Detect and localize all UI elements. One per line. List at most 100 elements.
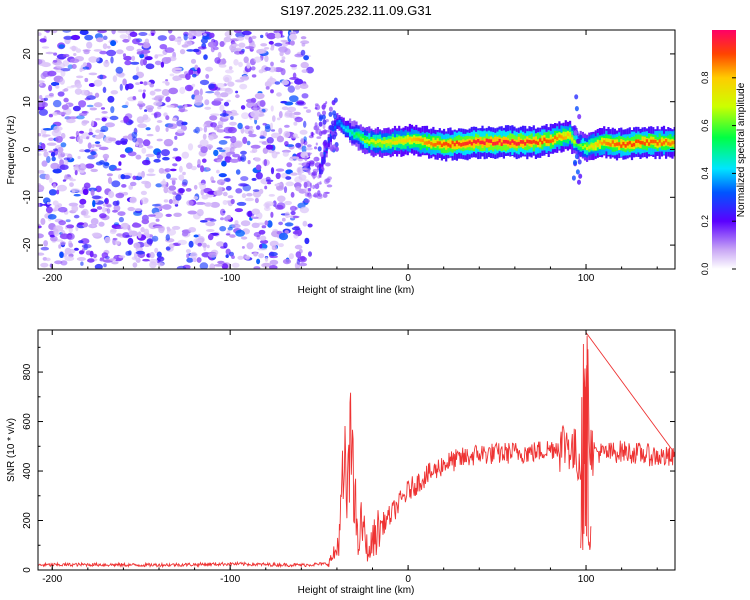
spectrogram-speckle bbox=[48, 189, 57, 196]
spectrogram-speckle bbox=[103, 263, 107, 268]
spectrogram-speckle bbox=[168, 34, 176, 42]
spectrogram-speckle bbox=[322, 191, 328, 198]
spectrogram-ridge-cell bbox=[333, 97, 338, 103]
spectrogram-ridge-cell bbox=[645, 139, 648, 143]
spectrogram-speckle bbox=[168, 185, 177, 191]
spectrogram-speckle bbox=[259, 235, 267, 241]
spectrogram-ridge-cell bbox=[479, 140, 482, 145]
spectrogram-speckle bbox=[132, 175, 137, 180]
spectrogram-speckle bbox=[206, 229, 215, 232]
spectrogram-ridge-cell bbox=[432, 137, 435, 146]
spectrogram-ridge-cell bbox=[566, 132, 569, 137]
spectrogram-speckle bbox=[306, 144, 312, 148]
spectrogram-speckle bbox=[208, 83, 215, 89]
snr-y-label: SNR (10 * v/v) bbox=[6, 418, 17, 482]
snr-panel: -200 -100 0 100 0 200 400 600 800 Height of str… bbox=[6, 329, 676, 596]
spectrogram-speckle bbox=[278, 232, 289, 241]
spectrogram-speckle bbox=[250, 110, 260, 118]
spectrogram-ridge-cell bbox=[573, 130, 578, 136]
spectrogram-speckle bbox=[277, 195, 286, 203]
spectrogram-speckle bbox=[234, 208, 243, 213]
spectrogram-speckle bbox=[125, 250, 131, 256]
spectrogram-speckle bbox=[73, 193, 81, 197]
spectrogram-speckle bbox=[168, 199, 173, 204]
spectrogram-speckle bbox=[75, 130, 80, 137]
spectrogram-speckle bbox=[284, 48, 291, 55]
spectrogram-speckle bbox=[200, 146, 208, 154]
spectrogram-speckle bbox=[222, 191, 228, 197]
spectrogram-speckle bbox=[156, 151, 161, 159]
spectrogram-ridge-cell bbox=[357, 133, 360, 137]
spectrogram-speckle bbox=[117, 30, 128, 34]
spectrogram-speckle bbox=[42, 128, 53, 131]
colorbar-label: Normalized spectral amplitude bbox=[736, 82, 747, 217]
spectrogram-ridge-cell bbox=[618, 142, 621, 146]
spectrogram-speckle bbox=[88, 83, 95, 87]
spectrogram-speckle bbox=[118, 161, 122, 166]
spectrogram-speckle bbox=[88, 56, 98, 63]
spectrogram-ridge-cell bbox=[428, 140, 431, 144]
colorbar-tick-label: 0.6 bbox=[700, 119, 710, 132]
spectrogram-speckle bbox=[257, 247, 268, 251]
spectrogram-ridge-cell bbox=[415, 137, 418, 142]
spectrogram-speckle bbox=[276, 135, 284, 143]
spectrogram-speckle bbox=[234, 47, 242, 51]
spectrogram-speckle bbox=[209, 263, 216, 269]
spectrogram-speckle bbox=[214, 57, 221, 64]
spectrogram-speckle bbox=[284, 124, 290, 128]
spectrogram-speckle bbox=[155, 54, 164, 57]
spectrogram-speckle bbox=[176, 120, 184, 127]
spectrogram-speckle bbox=[80, 210, 87, 216]
spectrogram-speckle bbox=[185, 188, 192, 192]
spectrogram-speckle bbox=[272, 200, 277, 207]
spectrogram-speckle bbox=[140, 227, 145, 233]
spectrogram-speckle bbox=[203, 33, 207, 36]
spectrogram-ridge-cell bbox=[319, 151, 324, 157]
spectrogram-speckle bbox=[89, 107, 98, 111]
spectrogram-speckle bbox=[82, 188, 89, 195]
spectrogram-speckle bbox=[187, 210, 197, 215]
spectrogram-ridge-cell bbox=[436, 141, 439, 145]
spectrogram-noise-field bbox=[38, 30, 333, 269]
spectrogram-ridge-cell bbox=[590, 144, 593, 148]
spectrogram-speckle bbox=[131, 55, 136, 61]
spectrogram-ridge-cell bbox=[577, 179, 581, 185]
colorbar-ticks: 0.0 0.2 0.4 0.6 0.8 bbox=[700, 72, 736, 275]
spectrogram-speckle bbox=[240, 157, 245, 161]
spectrogram-ridge-cell bbox=[578, 134, 583, 140]
spectrogram-speckle bbox=[284, 110, 293, 117]
spectrogram-speckle bbox=[270, 167, 275, 175]
spectrogram-speckle bbox=[278, 243, 284, 248]
spectrogram-ridge-cell bbox=[449, 139, 452, 148]
spectrogram-speckle bbox=[133, 242, 141, 249]
spectrogram-speckle bbox=[307, 187, 312, 192]
spectrogram-ridge-cell bbox=[549, 134, 552, 143]
spectrogram-speckle bbox=[216, 129, 225, 133]
spectrogram-ridge-cell bbox=[385, 139, 388, 143]
spectrogram-speckle bbox=[289, 156, 300, 159]
spectrogram-speckle bbox=[110, 56, 114, 64]
spectrogram-speckle bbox=[267, 77, 277, 85]
spectrogram-ridge-cell bbox=[564, 136, 567, 140]
spectrogram-ridge-cell bbox=[626, 142, 629, 146]
spectrogram-speckle bbox=[304, 192, 309, 197]
spectrogram-speckle bbox=[68, 116, 79, 120]
spectrogram-speckle bbox=[241, 246, 245, 249]
spectrogram-speckle bbox=[276, 92, 282, 97]
spectrogram-ridge-cell bbox=[378, 139, 382, 143]
spectrogram-speckle bbox=[119, 83, 123, 91]
spectrogram-ridge-cell bbox=[601, 141, 604, 146]
spectrogram-ridge-cell bbox=[671, 141, 674, 145]
spectrogram-speckle bbox=[279, 51, 284, 57]
spectrogram-speckle bbox=[264, 185, 268, 190]
spectrogram-speckle bbox=[236, 36, 245, 41]
spectrogram-speckle bbox=[162, 80, 169, 84]
spectrogram-speckle bbox=[64, 256, 75, 262]
spectrogram-speckle bbox=[115, 140, 122, 146]
spectrogram-speckle bbox=[218, 149, 226, 153]
figure-title: S197.2025.232.11.09.G31 bbox=[280, 3, 432, 18]
spectrogram-speckle bbox=[216, 147, 223, 150]
spectrogram-speckle bbox=[238, 182, 248, 187]
spectrogram-speckle bbox=[246, 62, 251, 69]
spectrogram-speckle bbox=[104, 199, 108, 203]
